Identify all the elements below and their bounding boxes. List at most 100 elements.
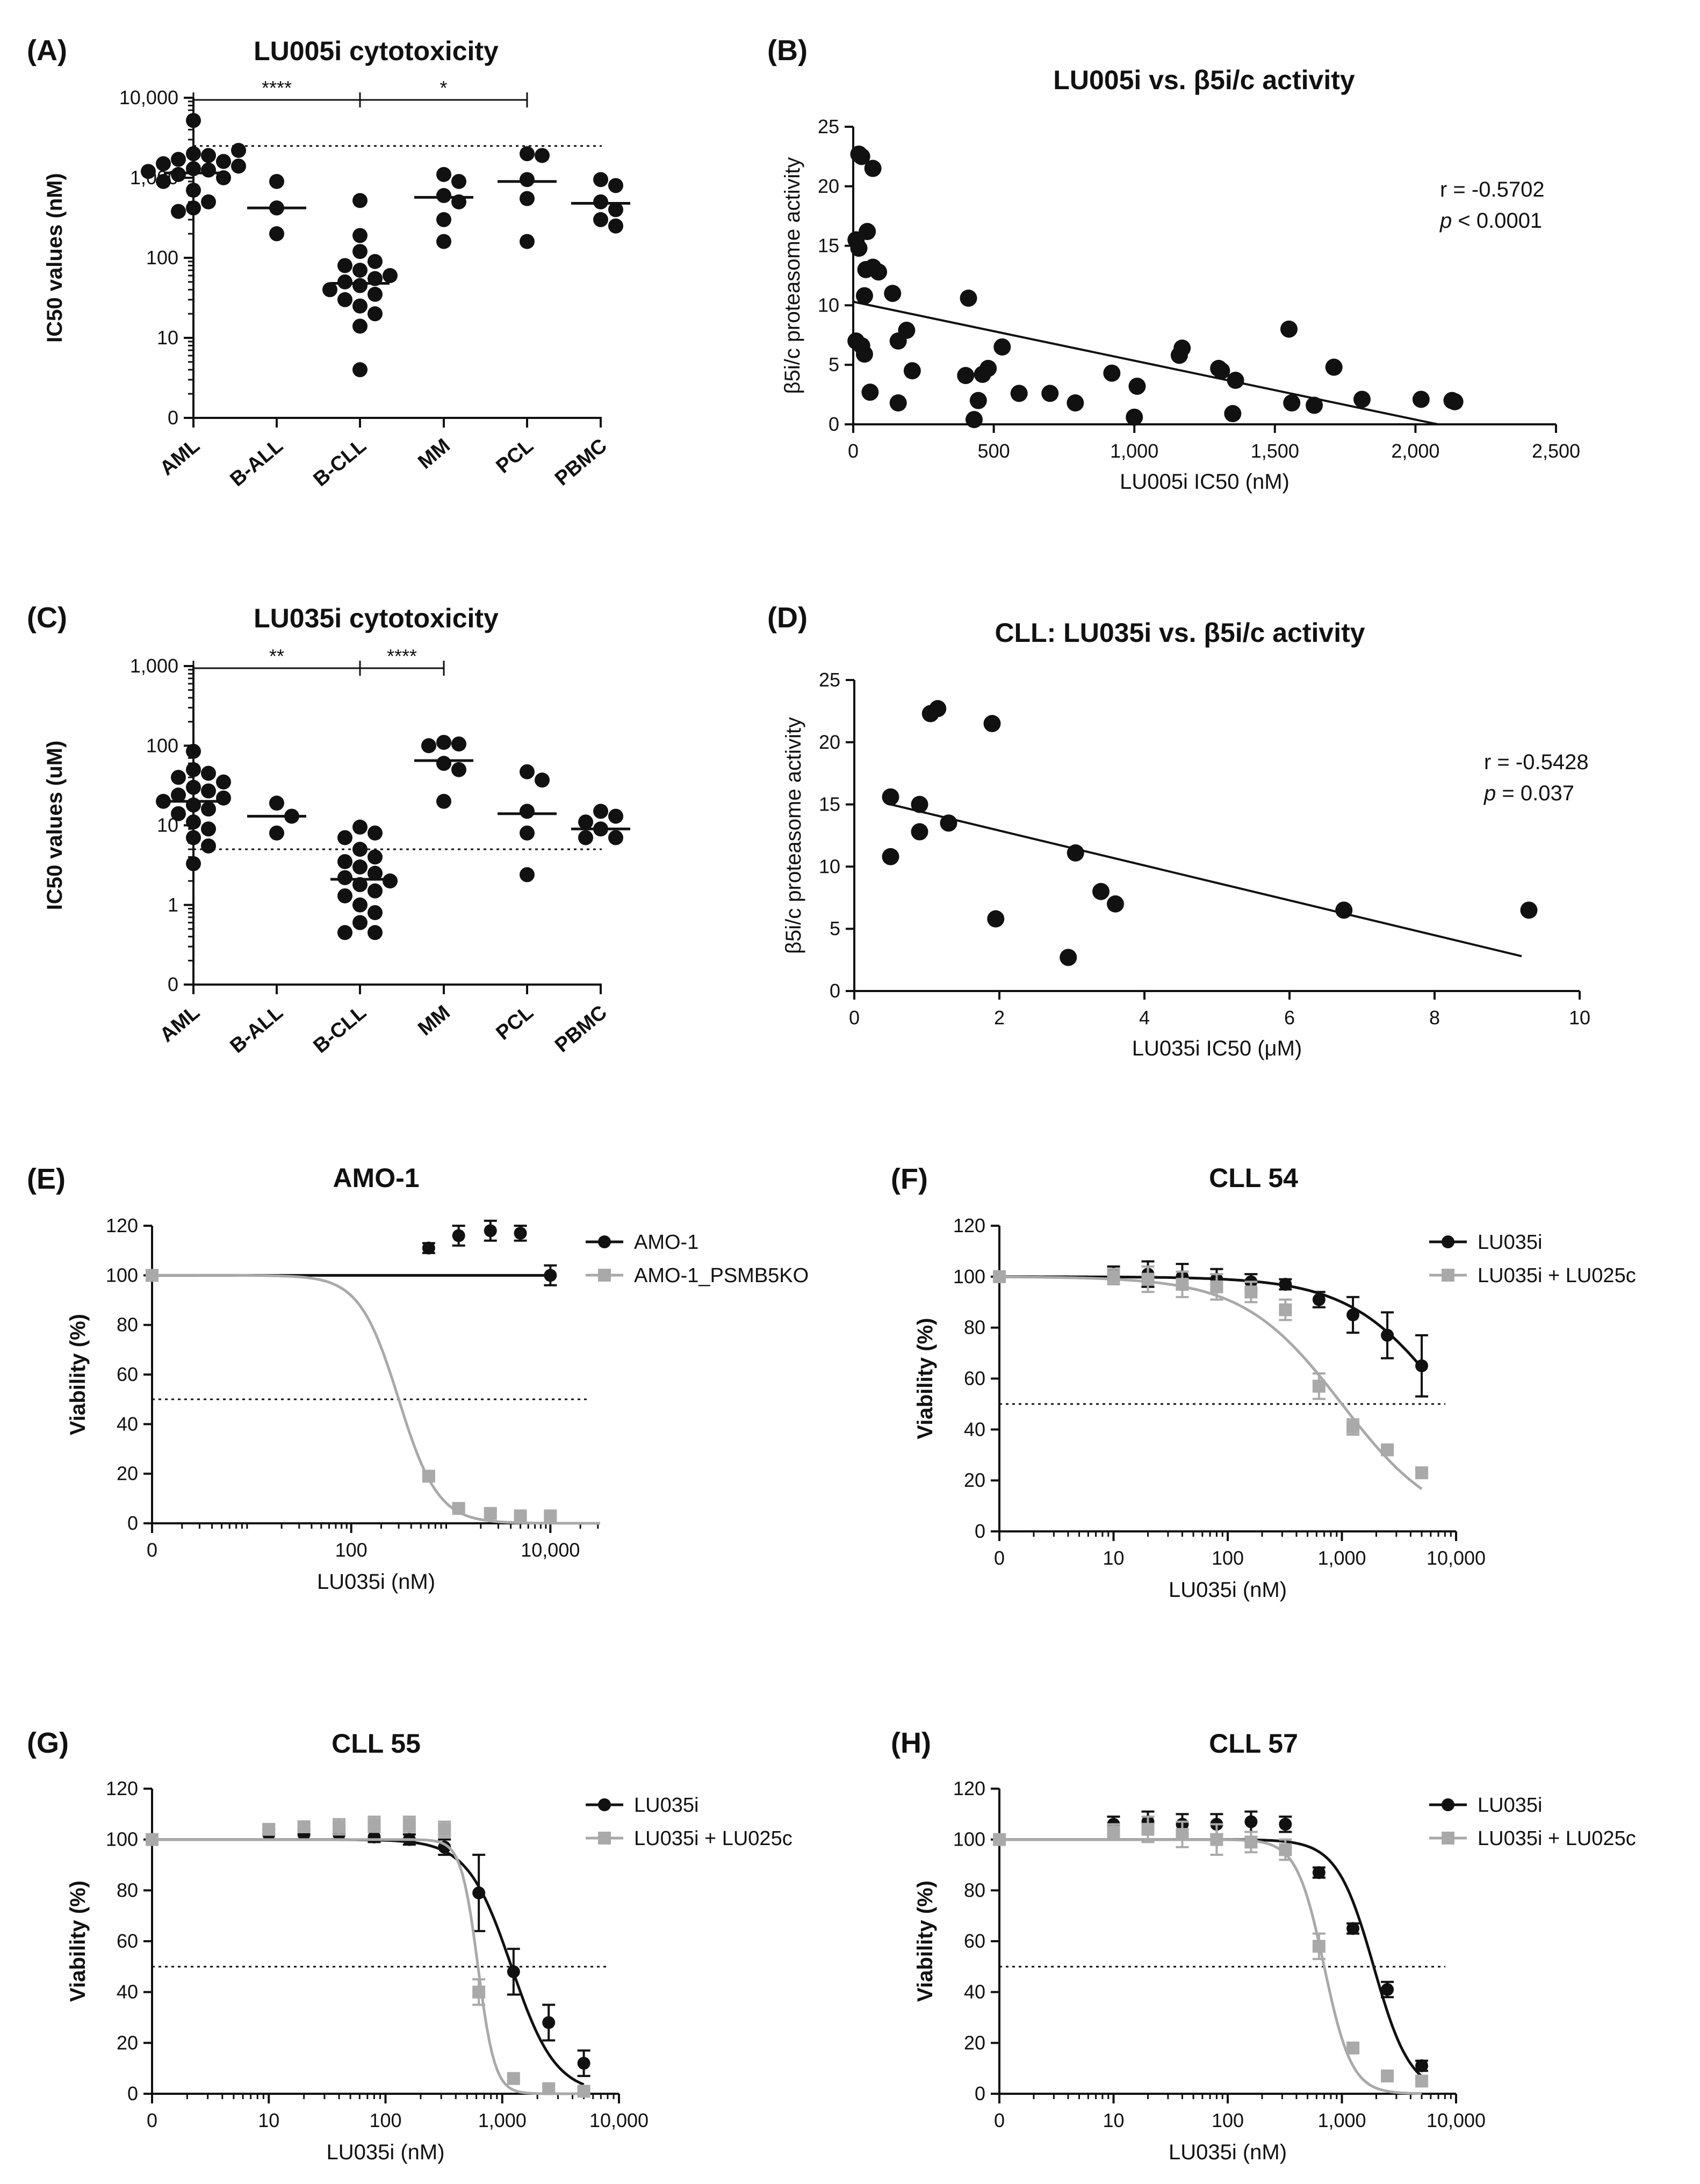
data-point (520, 172, 535, 187)
data-point (201, 838, 216, 854)
data-point (171, 151, 186, 167)
x-axis-label: LU035i (nM) (317, 1570, 435, 1594)
significance-label: **** (262, 77, 292, 99)
significance-label: **** (387, 645, 417, 667)
x-tick-label: 0 (994, 1547, 1005, 1569)
data-point (186, 183, 201, 198)
data-point (201, 148, 216, 163)
data-point (337, 274, 352, 290)
y-axis-label: Viability (%) (913, 1318, 937, 1440)
data-point (993, 1270, 1006, 1283)
x-tick-label: 100 (369, 2109, 401, 2131)
y-tick-label: 60 (964, 1368, 985, 1390)
x-axis-label: LU005i IC50 (nM) (1120, 470, 1290, 494)
data-point (1213, 362, 1230, 380)
data-point (436, 793, 451, 809)
data-point (544, 1509, 557, 1523)
panel-label: (G) (27, 1727, 69, 1759)
data-point (1312, 1940, 1326, 1953)
data-point (269, 226, 284, 242)
data-point (1279, 1278, 1292, 1291)
fit-curve-secondary (152, 1274, 600, 1525)
y-tick-label: 20 (819, 731, 840, 753)
data-point (882, 788, 899, 806)
y-tick-label: 80 (117, 1879, 138, 1901)
y-tick-label: 5 (830, 917, 840, 939)
data-point (352, 319, 368, 334)
data-point (514, 1226, 527, 1240)
panel-b: (B) LU005i vs. β5i/c activity 0 500 1,000 1,5… (767, 34, 1580, 494)
data-point (593, 804, 608, 819)
data-point (608, 808, 623, 824)
legend-label: LU035i + LU025c (1478, 1264, 1636, 1287)
data-point (1176, 1278, 1189, 1291)
data-point (186, 797, 201, 813)
legend-label: LU035i + LU025c (1478, 1827, 1636, 1850)
y-tick-label: 60 (117, 1363, 138, 1385)
data-point (535, 148, 550, 163)
data-point (201, 765, 216, 781)
data-point (201, 194, 216, 209)
x-tick-label: 100 (1212, 1547, 1244, 1569)
data-point (1412, 390, 1430, 408)
data-point (903, 362, 921, 380)
legend-marker (598, 1269, 611, 1282)
data-point (216, 774, 231, 790)
x-tick-label: 1,000 (1317, 1547, 1366, 1569)
data-point (1244, 1285, 1258, 1299)
y-tick-label: 15 (818, 235, 839, 257)
chart-title: LU005i vs. β5i/c activity (1053, 65, 1355, 95)
data-point (1279, 1818, 1292, 1831)
x-tick-label: 100 (1212, 2109, 1244, 2131)
panel-h: (H) CLL 57 0 20 40 60 80 100 120 0 10 100 1,000 10,00… (891, 1727, 1636, 2164)
data-point (368, 286, 383, 302)
data-point (352, 228, 368, 243)
p-value: p = 0.037 (1483, 782, 1574, 805)
data-point (853, 148, 870, 165)
data-point (993, 338, 1011, 356)
p-symbol: p (1439, 209, 1452, 233)
x-tick-label: 10 (258, 2109, 279, 2131)
data-point (451, 173, 466, 189)
y-tick-label: 20 (117, 2031, 138, 2053)
p-symbol: p (1483, 782, 1496, 805)
data-point (484, 1224, 497, 1238)
data-point (889, 394, 907, 412)
data-point (544, 1269, 557, 1282)
x-tick-label: 100 (335, 1539, 368, 1561)
chart-title: AMO-1 (333, 1163, 419, 1193)
panel-a: (A) LU005i cytotoxicity0101001,00010,000I… (27, 34, 630, 491)
data-point (593, 172, 608, 187)
y-tick-label: 100 (146, 734, 178, 756)
data-point (884, 285, 902, 302)
data-point (269, 825, 284, 841)
data-point (850, 240, 868, 257)
data-point (186, 146, 201, 162)
chart-title: LU005i cytotoxicity (254, 36, 499, 66)
regression-line (853, 300, 1438, 425)
data-point (1312, 1379, 1326, 1393)
x-tick-label: 10 (1103, 1547, 1124, 1569)
panel-g: (G) CLL 55 0 20 40 60 80 100 120 0 10 100 1,000 10,00… (27, 1727, 793, 2164)
chart-title: CLL 57 (1209, 1729, 1298, 1759)
legend-marker (598, 1832, 611, 1845)
y-tick-label: 1 (168, 894, 178, 916)
data-point (608, 830, 623, 845)
data-point (368, 925, 383, 941)
y-tick-label: 100 (106, 1264, 138, 1286)
data-point (438, 1823, 451, 1836)
significance-label: * (440, 77, 447, 99)
data-point (337, 258, 352, 273)
data-point (436, 212, 451, 227)
data-point (1128, 378, 1146, 395)
panel-e: (E) AMO-1 0 20 40 60 80 100 120 0 100 10,000 LU035i … (27, 1163, 809, 1594)
data-point (593, 194, 608, 209)
legend-label: LU035i (1478, 1231, 1542, 1254)
data-point (1210, 1833, 1223, 1846)
data-point (1381, 2069, 1394, 2082)
data-point (1126, 408, 1143, 426)
data-point (383, 873, 398, 889)
correlation-r: r = -0.5702 (1440, 178, 1545, 201)
data-point (1210, 1280, 1223, 1293)
panel-d: (D) CLL: LU035i vs. β5i/c activity 0 2 4 6 8 10… (767, 602, 1590, 1060)
